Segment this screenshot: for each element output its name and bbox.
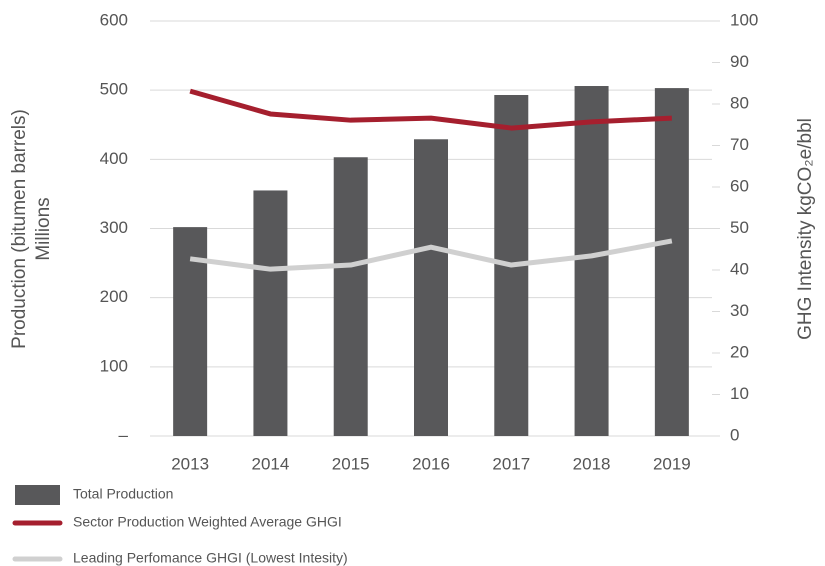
y-tick-label: – [119,425,129,444]
y-tick-label: 500 [100,80,128,99]
y2-tick-label: 100 [730,10,758,29]
y2-tick-label: 90 [730,52,749,71]
x-tick-label: 2019 [653,454,691,473]
x-tick-label: 2015 [332,454,370,473]
y-axis-title: Millions [33,197,54,260]
line [189,88,672,131]
y2-tick-label: 10 [730,384,749,403]
y2-tick-label: 30 [730,301,749,320]
bar [414,139,448,436]
x-tick-label: 2013 [171,454,209,473]
legend-label: Leading Perfomance GHGI (Lowest Intesity… [73,550,348,566]
y2-tick-label: 40 [730,259,749,278]
legend-label: Sector Production Weighted Average GHGI [73,514,342,530]
x-tick-label: 2018 [573,454,611,473]
y-tick-label: 100 [100,356,128,375]
legend-swatch [15,485,60,505]
y2-tick-label: 70 [730,135,749,154]
line [189,238,673,272]
y2-tick-label: 60 [730,176,749,195]
x-tick-label: 2016 [412,454,450,473]
bar [333,157,368,436]
bar [253,190,288,436]
y-tick-label: 200 [100,287,128,306]
bar [574,86,609,437]
y-axis-title: Production (bitumen barrels) [9,109,30,349]
y2-tick-label: 50 [730,218,749,237]
legend-label: Total Production [73,486,173,502]
y-tick-label: 400 [100,149,128,168]
y-tick-label: 600 [100,10,128,29]
y2-tick-label: 80 [730,93,749,112]
x-tick-label: 2017 [492,454,530,473]
bar [654,88,689,436]
y-tick-label: 300 [100,218,128,237]
y2-axis-title: GHG Intensity kgCO₂e/bbl [795,118,816,340]
y2-tick-label: 0 [730,425,739,444]
y2-tick-label: 20 [730,342,749,361]
x-tick-label: 2014 [252,454,290,473]
